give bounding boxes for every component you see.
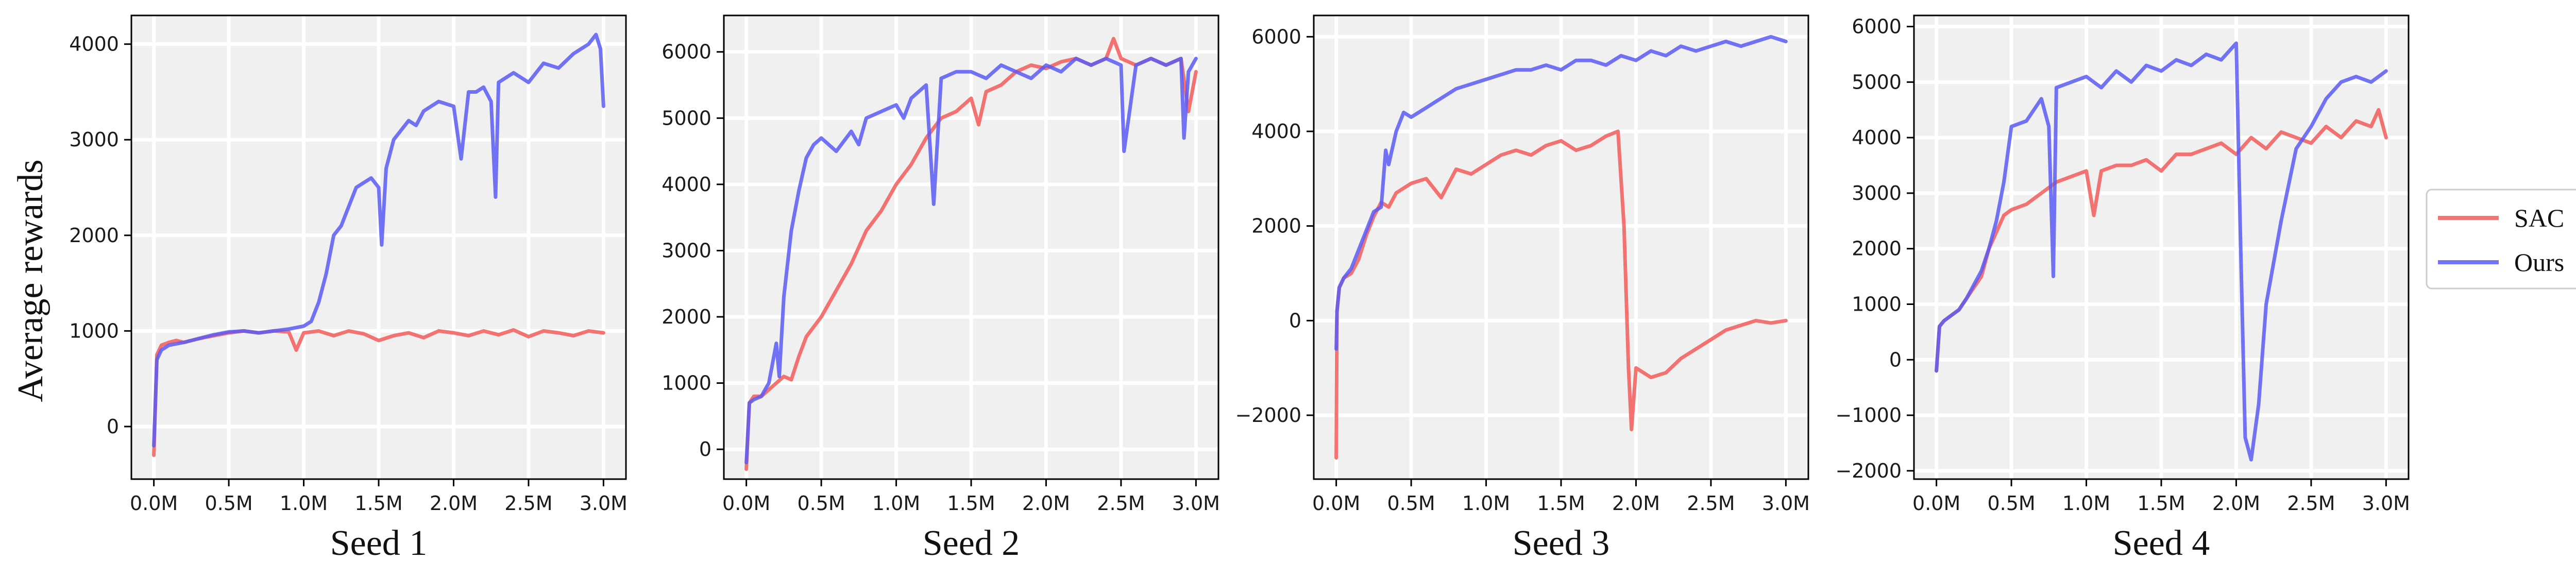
legend-label-sac: SAC — [2514, 203, 2564, 232]
chart-panel: 0.0M 0.5M 1.0M 1.5M 2.0M 2.5M 3.0M −2000 −1000 0 1… — [1835, 14, 2410, 563]
y-tick-label: 6000 — [662, 41, 711, 63]
x-tick-label: 0.5M — [205, 492, 252, 515]
y-tick-label: 3000 — [662, 239, 711, 262]
y-tick-label: 1000 — [69, 319, 119, 342]
y-tick-label: 2000 — [1251, 215, 1301, 237]
x-tick-label: 2.5M — [1097, 492, 1145, 515]
x-tick-label: 0.0M — [722, 492, 770, 515]
y-tick-label: 0 — [699, 438, 711, 461]
x-tick-label: 3.0M — [1762, 492, 1810, 515]
x-tick-label: 0.0M — [1912, 492, 1960, 515]
x-tick-label: 1.0M — [872, 492, 920, 515]
y-tick-label: 4000 — [1852, 126, 1902, 149]
x-tick-label: 3.0M — [2362, 492, 2410, 515]
y-tick-label: 2000 — [1852, 237, 1902, 260]
series-line-sac — [744, 37, 1198, 471]
series-line-ours — [152, 32, 605, 448]
y-tick-label: 3000 — [69, 128, 119, 151]
y-tick-label: 6000 — [1852, 15, 1902, 38]
y-tick-label: 0 — [1889, 348, 1902, 371]
legend: SAC Ours — [2426, 189, 2576, 290]
x-tick-label: 2.0M — [2212, 492, 2260, 515]
x-tick-label: 2.5M — [1687, 492, 1735, 515]
panel-title: Seed 2 — [923, 523, 1020, 563]
y-axis-label: Average rewards — [11, 160, 50, 402]
y-tick-label: 5000 — [662, 107, 711, 129]
x-tick-label: 1.0M — [2062, 492, 2110, 515]
x-tick-label: 1.5M — [947, 492, 995, 515]
x-tick-label: 1.5M — [354, 492, 402, 515]
x-tick-label: 2.0M — [1612, 492, 1660, 515]
y-tick-label: 3000 — [1852, 182, 1902, 205]
panel-title: Seed 3 — [1513, 523, 1610, 563]
x-tick-label: 3.0M — [580, 492, 628, 515]
y-tick-label: 1000 — [1852, 293, 1902, 315]
x-tick-label: 1.0M — [1462, 492, 1510, 515]
y-tick-label: 2000 — [69, 224, 119, 247]
x-tick-label: 1.5M — [1537, 492, 1585, 515]
x-tick-label: 2.0M — [1022, 492, 1070, 515]
panel-title: Seed 1 — [330, 523, 428, 563]
chart-panel: 0.0M 0.5M 1.0M 1.5M 2.0M 2.5M 3.0M −2000 0 2000 40… — [1235, 14, 1810, 563]
y-tick-label: 0 — [1289, 309, 1301, 332]
y-tick-label: 4000 — [69, 33, 119, 56]
y-tick-label: −2000 — [1835, 460, 1902, 482]
series-line-ours — [1935, 41, 2388, 462]
x-tick-label: 0.5M — [1387, 492, 1435, 515]
series-line-ours — [744, 57, 1198, 465]
y-tick-label: 4000 — [662, 173, 711, 196]
y-tick-label: 5000 — [1852, 71, 1902, 93]
x-tick-label: 0.5M — [797, 492, 845, 515]
x-tick-label: 2.5M — [2287, 492, 2335, 515]
x-tick-label: 1.5M — [2137, 492, 2185, 515]
y-tick-label: −2000 — [1235, 404, 1301, 427]
y-tick-label: 6000 — [1251, 25, 1301, 48]
y-tick-label: −1000 — [1835, 404, 1902, 427]
chart-panel: 0.0M 0.5M 1.0M 1.5M 2.0M 2.5M 3.0M 0 1000 2000 300… — [662, 14, 1220, 563]
x-tick-label: 2.0M — [430, 492, 478, 515]
x-tick-label: 0.0M — [130, 492, 178, 515]
x-tick-label: 1.0M — [280, 492, 328, 515]
x-tick-label: 0.0M — [1312, 492, 1360, 515]
x-tick-label: 3.0M — [1172, 492, 1220, 515]
legend-label-ours: Ours — [2514, 248, 2564, 277]
y-tick-label: 0 — [107, 415, 119, 438]
y-tick-label: 4000 — [1251, 120, 1301, 143]
panels: 0.0M 0.5M 1.0M 1.5M 2.0M 2.5M 3.0M 0 1000 2000 300… — [69, 14, 2410, 563]
y-tick-label: 1000 — [662, 372, 711, 395]
series-line-ours — [1334, 35, 1788, 351]
panel-title: Seed 4 — [2113, 523, 2210, 563]
y-tick-label: 2000 — [662, 306, 711, 328]
x-tick-label: 0.5M — [1987, 492, 2035, 515]
x-tick-label: 2.5M — [504, 492, 552, 515]
chart-panel: 0.0M 0.5M 1.0M 1.5M 2.0M 2.5M 3.0M 0 1000 2000 300… — [69, 14, 628, 563]
